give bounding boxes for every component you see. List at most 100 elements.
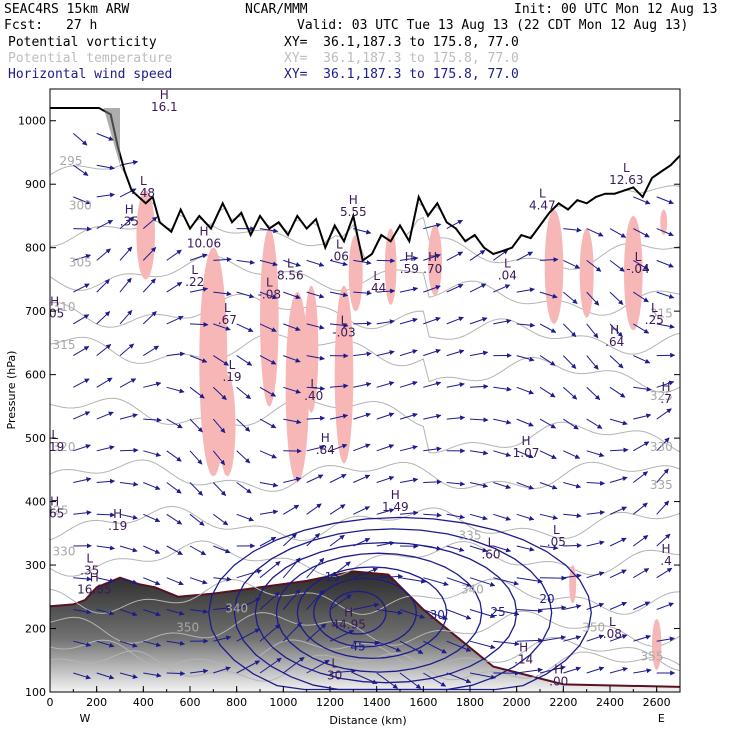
wind-vector (633, 259, 650, 271)
wind-vector (96, 311, 111, 325)
wind-vector (423, 672, 447, 687)
wind-vector (399, 380, 418, 388)
wind-vector (119, 672, 138, 679)
extremum-marker: H (428, 250, 437, 264)
extremum-value: 1.07 (513, 446, 540, 460)
extremum-marker: L (504, 256, 511, 270)
wind-vector (609, 506, 627, 515)
wind-vector (539, 665, 566, 674)
wind-vector (259, 624, 281, 642)
extremum-marker: L (651, 301, 658, 315)
wind-vector (656, 567, 673, 579)
theta-contour-label: 335 (459, 529, 482, 543)
wind-vector (586, 602, 605, 610)
wind-vector (306, 291, 325, 299)
y-axis-title: Pressure (hPa) (5, 351, 18, 430)
wind-vector (493, 386, 512, 392)
extremum-marker: L (336, 237, 343, 251)
valid-time: Valid: 03 UTC Tue 13 Aug 13 (22 CDT Mon … (297, 18, 689, 33)
wind-speed-contour (329, 590, 387, 635)
wind-vector (562, 323, 577, 338)
wind-vector (306, 659, 330, 674)
wind-vector (353, 602, 380, 610)
wind-vector (306, 415, 326, 421)
wind-vector (399, 477, 419, 483)
wind-vector (213, 291, 232, 297)
wind-vector (282, 533, 297, 547)
wind-vector (516, 577, 543, 584)
pv-shade-region (50, 571, 680, 692)
wind-vector (143, 417, 162, 423)
wind-vector (96, 344, 112, 356)
wind-vector (493, 640, 520, 647)
wind-vector (633, 291, 649, 303)
theta-contour (50, 255, 680, 316)
wind-vector (609, 291, 624, 305)
wind-vector (376, 574, 404, 580)
extremum-value: 8.56 (277, 268, 304, 282)
wind-vector (283, 386, 301, 394)
extremum-marker: H (661, 380, 670, 394)
wind-vector (376, 319, 395, 325)
wind-vector (656, 323, 675, 329)
wind-vector (446, 349, 465, 357)
wind-vector (539, 418, 557, 429)
axes: 0 200 400 600 800 1000 1200 1400 1600 1800 2000 220… (18, 115, 681, 725)
wind-vector (212, 482, 227, 496)
plot-area: 350 340 330 325 320 315 310 305 300 295 335 330 325 3… (50, 89, 680, 692)
wind-vector (399, 412, 418, 420)
extremum-value: .44 (367, 281, 386, 295)
theta-contour (50, 650, 680, 682)
init-time: Init: 00 UTC Mon 12 Aug 13 (514, 2, 718, 17)
wind-vector (259, 509, 279, 515)
wind-vector (539, 482, 558, 490)
wind-vector (189, 450, 203, 465)
wind-vector (306, 474, 324, 483)
extremum-marker: L (373, 269, 380, 283)
wind-vector (213, 576, 232, 582)
wind-vector (283, 355, 301, 363)
wind-vector (96, 219, 114, 230)
wind-vector (469, 545, 488, 553)
wind-vector (236, 259, 255, 265)
wind-vector (73, 444, 91, 452)
extremum-marker: L (229, 358, 236, 372)
wind-vector (516, 287, 535, 293)
theta-contour-label: 315 (650, 307, 673, 321)
wind-vector (493, 284, 511, 293)
extremum-value: .19 (222, 370, 241, 384)
extremum-value: 12.63 (609, 173, 643, 187)
wind-vector (586, 386, 601, 401)
model-title: SEAC4RS 15km ARW (4, 2, 130, 17)
extremum-marker: L (140, 174, 147, 188)
extremum-marker: L (635, 250, 642, 264)
wind-vector (586, 228, 604, 237)
wind-vector (329, 473, 347, 483)
wind-vector (306, 323, 325, 330)
wind-vector (539, 291, 558, 299)
x-end-label-west: W (80, 712, 91, 725)
wind-speed-contour (275, 552, 483, 673)
extremum-value: .08 (603, 627, 622, 641)
wind-vector (586, 291, 600, 306)
wind-vector (516, 545, 535, 552)
extremum-value: -.03 (332, 326, 355, 340)
wind-vector (236, 323, 254, 332)
wind-vector (493, 418, 512, 425)
wind-vector (609, 228, 627, 238)
wind-vector (166, 351, 185, 357)
wind-vector (236, 450, 251, 464)
wind-vector (446, 640, 472, 652)
extremum-marker: L (191, 263, 198, 277)
wind-vector (283, 476, 302, 483)
negative-pv-region (544, 209, 564, 324)
extremum-value: 30 (327, 668, 342, 682)
wind-vector (329, 561, 351, 579)
wind-vector (399, 445, 418, 452)
wind-vector (189, 322, 209, 327)
contour-labels: 350 340 330 325 320 315 310 305 300 295 335 330 325 3… (50, 89, 673, 689)
wind-vector (282, 589, 301, 610)
wind-vector (283, 323, 301, 331)
wind-vector (632, 471, 648, 483)
wind-vector (73, 283, 90, 293)
